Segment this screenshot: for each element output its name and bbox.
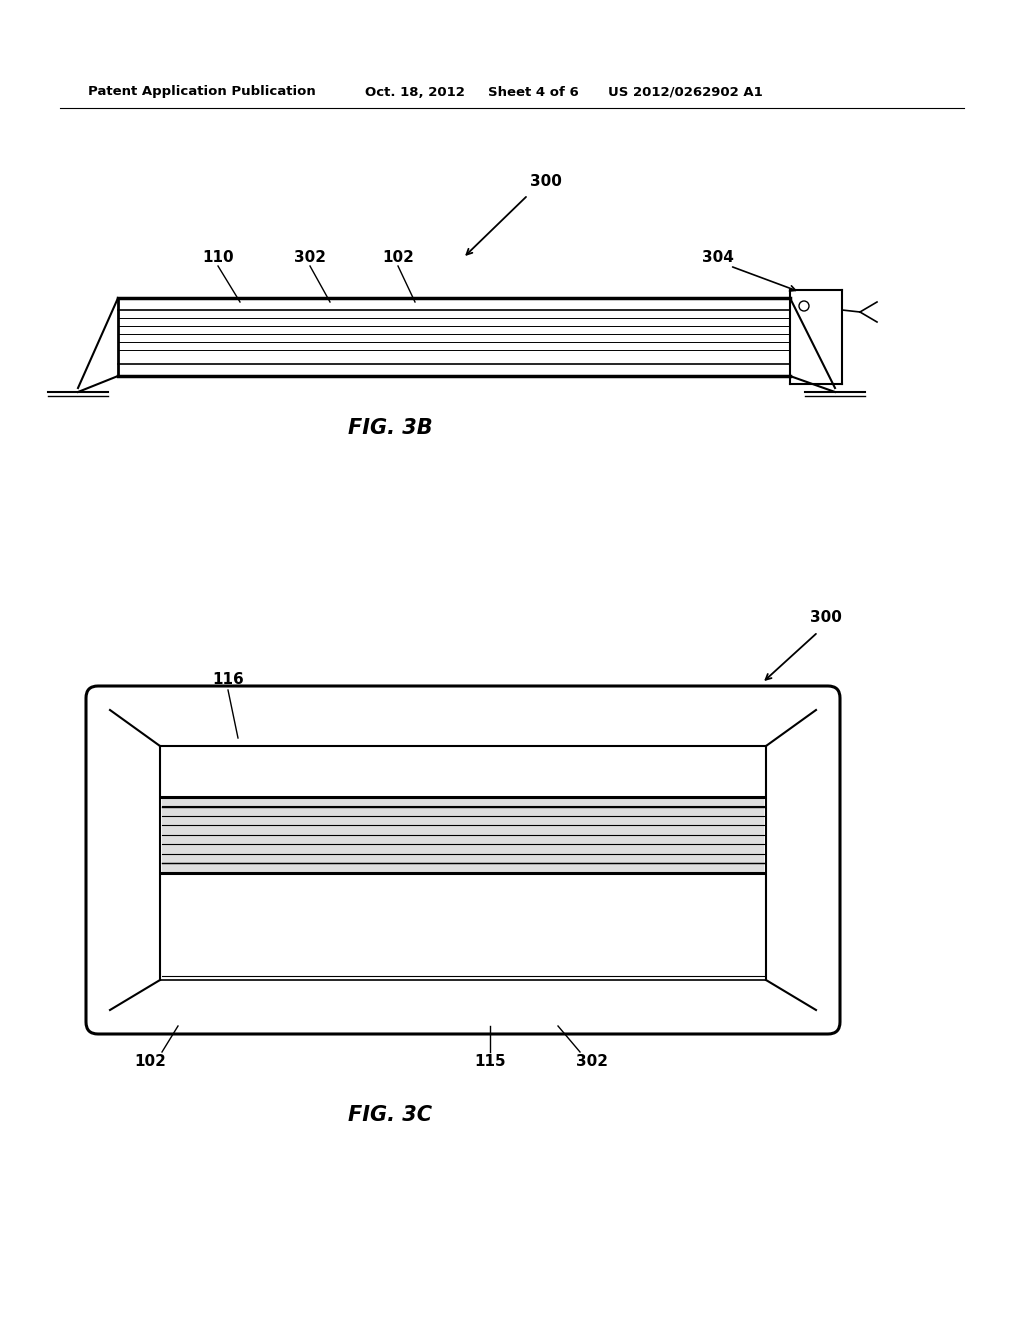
Text: 102: 102	[382, 251, 414, 265]
Text: US 2012/0262902 A1: US 2012/0262902 A1	[608, 86, 763, 99]
Text: Sheet 4 of 6: Sheet 4 of 6	[488, 86, 579, 99]
Text: 300: 300	[530, 174, 562, 190]
Text: 102: 102	[134, 1055, 166, 1069]
Circle shape	[799, 301, 809, 312]
Bar	[162, 797, 764, 873]
Text: Patent Application Publication: Patent Application Publication	[88, 86, 315, 99]
Text: Oct. 18, 2012: Oct. 18, 2012	[365, 86, 465, 99]
Text: 302: 302	[294, 251, 326, 265]
FancyBboxPatch shape	[86, 686, 840, 1034]
Text: 302: 302	[575, 1055, 608, 1069]
Text: 110: 110	[202, 251, 233, 265]
Text: 115: 115	[474, 1055, 506, 1069]
Text: 300: 300	[810, 610, 842, 626]
Text: FIG. 3C: FIG. 3C	[348, 1105, 432, 1125]
Text: 304: 304	[702, 251, 734, 265]
Text: 116: 116	[212, 672, 244, 688]
Text: FIG. 3B: FIG. 3B	[348, 418, 432, 438]
